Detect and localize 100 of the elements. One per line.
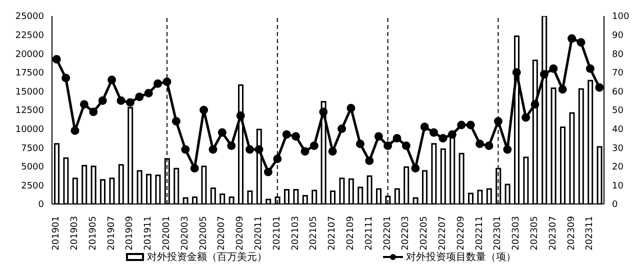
x-tick-label: 202309 [566,216,577,250]
point [448,130,456,139]
point [530,100,540,109]
y2-tick-label: 0 [612,200,618,210]
point [70,126,80,135]
point [310,141,318,150]
point [328,147,337,156]
x-tick-label: 202301 [493,216,504,250]
x-tick-label: 202011 [254,216,264,250]
point [227,141,236,150]
point [218,128,226,137]
point [292,132,300,141]
point [384,141,392,150]
point [356,140,364,148]
x-tick-label: 202209 [456,216,466,250]
x-tick-label: 202101 [272,216,282,250]
point [52,54,61,64]
x-tick-label: 202005 [198,216,209,250]
y-tick-label: 25000 [15,12,44,22]
x-tick-label: 202211 [474,216,485,250]
point [484,141,494,150]
point [135,92,144,102]
legend-label: 对外投资项目数量（项） [406,250,516,264]
point [300,147,310,156]
point [246,145,254,154]
y-tick-label: 22500 [15,30,44,41]
point [466,120,475,130]
point [430,128,438,137]
point [144,88,153,98]
y2-tick-label: 100 [612,12,630,22]
point [503,145,512,154]
y-tick-label: 5000 [21,162,44,173]
point [595,83,604,92]
x-tick-label: 202111 [364,216,374,250]
point [89,108,98,116]
x-tick-label: 202203 [401,216,412,250]
point [181,145,190,154]
y2-tick-label: 60 [612,87,624,98]
point [190,164,199,173]
point [264,168,272,176]
y2-tick-label: 10 [612,181,624,192]
x-tick-label: 201911 [144,216,154,250]
point [576,38,586,47]
point [392,134,402,142]
point [236,111,245,120]
y2-tick-label: 40 [612,124,624,135]
point [438,134,448,142]
point [586,64,594,73]
x-tick-label: 202003 [180,216,190,250]
y-tick-label: 20000 [15,50,44,60]
point [254,145,264,154]
y-tick-label: 0 [38,200,44,210]
point [282,130,291,139]
point [402,141,410,150]
point [512,68,521,77]
x-tick-label: 202307 [548,216,558,250]
x-tick-label: 201903 [70,216,80,250]
x-tick-label: 202105 [309,216,320,250]
point [208,145,218,154]
x-tick-label: 202303 [512,216,522,250]
x-tick-label: 202207 [438,216,448,250]
x-tick-label: 202205 [420,216,430,250]
point [62,74,70,82]
y2-tick-label: 20 [612,162,624,173]
x-tick-label: 202107 [328,216,338,250]
y-tick-label: 17500 [15,68,44,79]
point [522,113,530,122]
y-tick-label: 12500 [15,106,44,116]
point [200,106,208,114]
point [457,120,466,130]
y-tick-label: 10000 [15,124,44,135]
x-tick-label: 201901 [52,216,62,250]
point [126,98,134,107]
point [108,76,116,84]
point [80,100,88,109]
y2-tick-label: 90 [612,30,624,41]
x-tick-label: 202201 [382,216,393,250]
point [549,64,558,73]
point [476,140,484,148]
x-tick-label: 202103 [290,216,301,250]
x-tick-label: 201905 [88,216,98,250]
point [154,79,162,88]
legend-label: 对外投资金额（百万美元） [147,250,267,264]
y2-tick-label: 80 [612,50,624,60]
point [346,104,356,112]
point [273,154,282,164]
point [411,164,420,173]
x-tick-label: 202007 [217,216,228,250]
y2-tick-label: 70 [612,68,624,79]
point [374,132,383,141]
point [116,96,126,105]
point [98,96,107,105]
y-tick-label: 2500 [21,181,44,192]
x-tick-label: 201909 [125,216,136,250]
x-tick-label: 202001 [162,216,172,250]
y-tick-label: 7500 [21,144,44,154]
point [420,122,429,132]
point [365,156,374,166]
x-tick-label: 202109 [346,216,356,250]
x-tick-label: 201907 [106,216,117,250]
